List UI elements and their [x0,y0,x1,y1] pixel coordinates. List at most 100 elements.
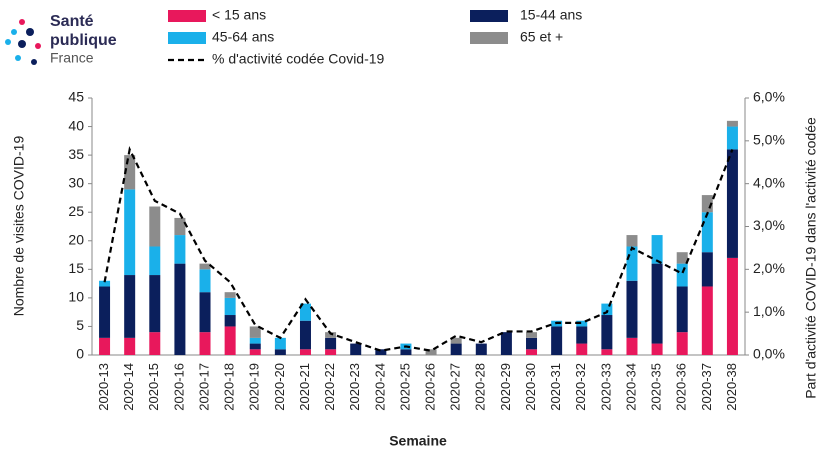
logo-dot [18,40,26,48]
x-tick-label: 2020-20 [272,363,287,411]
bar [224,292,236,298]
bar [325,332,337,338]
x-tick-label: 2020-16 [171,363,186,411]
y-tick-label: 45 [68,89,84,105]
line [103,145,734,352]
y-tick-label: 35 [68,146,84,162]
bar [526,349,538,355]
bar [249,349,261,355]
bar [701,286,713,355]
bar [350,343,362,355]
bar [651,235,663,264]
x-tick-label: 2020-35 [649,363,664,411]
x-tick-label: 2020-37 [699,363,714,411]
bar [199,263,211,270]
logo-text: Santé [50,13,94,30]
bar [576,326,588,344]
bar [576,320,588,327]
x-tick-label: 2020-34 [623,363,638,411]
x-tick-label: 2020-14 [121,363,136,411]
bar [149,275,161,333]
bar [249,337,261,344]
bar [224,297,236,316]
x-tick-label: 2020-18 [222,363,237,411]
x-tick-label: 2020-30 [523,363,538,411]
y-axis-title: Nombre de visites COVID-19 [11,136,27,317]
bar [325,349,337,355]
bar [149,206,161,247]
bar [99,337,111,355]
bar [99,286,111,338]
bar [149,246,161,276]
bar [149,332,161,355]
x-tick-label: 2020-17 [196,363,211,411]
legend-swatch [168,10,206,22]
logo-dot [35,43,41,49]
legend-label: 45-64 ans [212,29,274,45]
y2-tick-label: 2,0% [753,260,785,276]
bar [199,292,211,333]
bar [199,269,211,293]
y-tick-label: 10 [68,289,84,305]
bar [450,343,462,355]
legend-label: % d'activité codée Covid-19 [212,51,385,67]
bar [726,149,738,258]
bar [601,349,613,355]
x-tick-label: 2020-22 [322,363,337,411]
y-tick-label: 20 [68,231,84,247]
bar [299,349,311,355]
y-tick-label: 30 [68,174,84,190]
bar [325,337,337,350]
bar [701,212,713,253]
logo-text: publique [50,32,117,49]
bar [676,332,688,355]
y-tick-label: 5 [76,317,84,333]
bar [626,246,638,281]
bar [124,155,136,190]
legend-swatch [168,32,206,44]
bar [450,337,462,344]
bar [174,217,186,236]
y2-tick-label: 5,0% [753,132,785,148]
bar [400,349,412,355]
bar [224,326,236,355]
logo-dot [15,55,21,61]
y2-tick-label: 4,0% [753,174,785,190]
bar [526,337,538,350]
bar [425,349,437,355]
y-tick-label: 40 [68,117,84,133]
y2-tick-label: 3,0% [753,217,785,233]
bar [174,263,186,355]
bar [651,263,663,344]
logo-text: France [50,50,94,66]
y2-axis-title: Part d'activité COVID-19 dans l'activité… [803,117,819,399]
logo-dot [31,59,37,65]
x-tick-label: 2020-21 [297,363,312,411]
x-tick-label: 2020-29 [498,363,513,411]
bar [601,315,613,350]
x-tick-label: 2020-25 [397,363,412,411]
x-tick-label: 2020-13 [96,363,111,411]
bar [526,332,538,338]
logo-dot [5,39,11,45]
bar [601,303,613,316]
bar [500,332,512,355]
legend-label: 65 et + [520,29,563,45]
bar [375,349,387,355]
y-tick-label: 0 [76,346,84,362]
bar [299,320,311,350]
y-tick-label: 15 [68,260,84,276]
bar [626,235,638,247]
x-tick-label: 2020-28 [473,363,488,411]
bar [626,280,638,338]
bar [99,280,111,287]
x-tick-label: 2020-26 [422,363,437,411]
x-tick-label: 2020-19 [247,363,262,411]
bar [551,326,563,355]
logo-dot [26,28,34,36]
x-tick-label: 2020-36 [674,363,689,411]
logo-dot [19,19,25,25]
bar [274,349,286,355]
x-tick-label: 2020-33 [598,363,613,411]
